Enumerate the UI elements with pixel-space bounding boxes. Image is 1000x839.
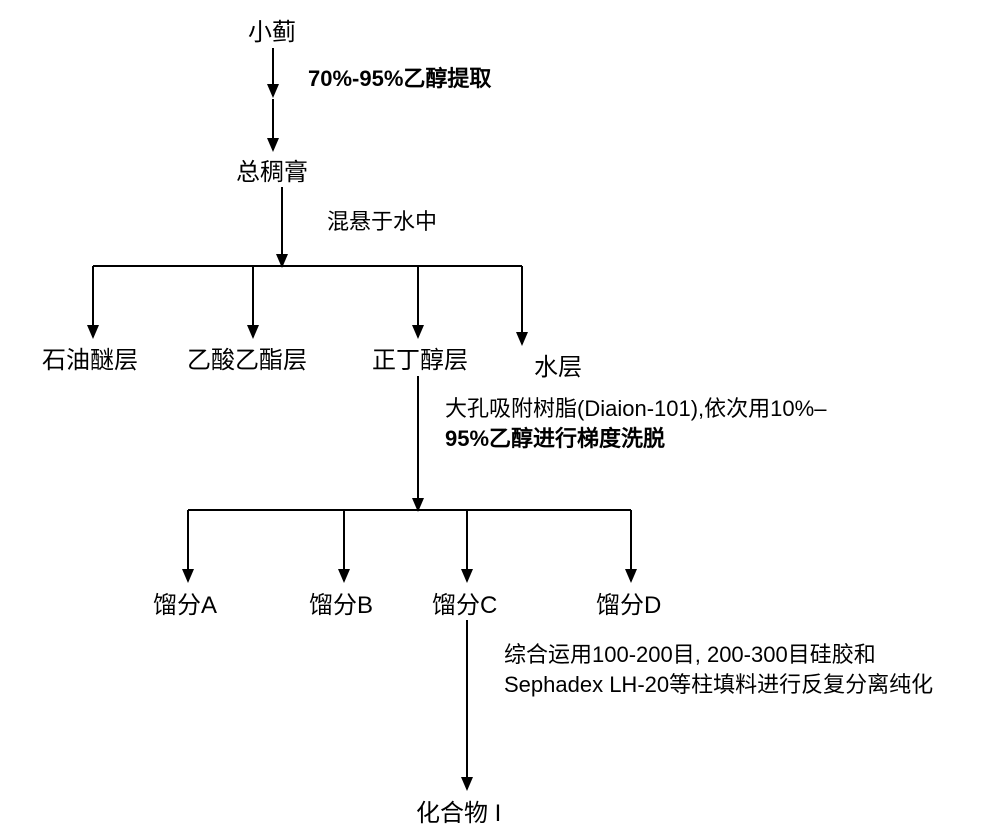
flowchart-canvas: 小蓟 总稠膏 石油醚层 乙酸乙酯层 正丁醇层 水层 馏分A 馏分B 馏分C 馏分… — [0, 0, 1000, 839]
node-petroleum-ether: 石油醚层 — [42, 345, 138, 377]
node-start: 小蓟 — [248, 17, 296, 49]
label-resin-line1: 大孔吸附树脂(Diaion-101),依次用10%– — [445, 394, 965, 424]
node-paste: 总稠膏 — [236, 157, 308, 189]
node-n-butanol: 正丁醇层 — [372, 345, 468, 377]
node-fraction-c: 馏分C — [432, 590, 497, 622]
node-fraction-a: 馏分A — [153, 590, 217, 622]
label-purify-line1: 综合运用100-200目, 200-300目硅胶和 — [504, 640, 984, 670]
label-ethanol-extract: 70%-95%乙醇提取 — [308, 64, 708, 94]
node-water-layer: 水层 — [534, 352, 582, 384]
node-fraction-d: 馏分D — [596, 590, 661, 622]
label-purify-line2: Sephadex LH-20等柱填料进行反复分离纯化 — [504, 670, 994, 700]
node-ethyl-acetate: 乙酸乙酯层 — [187, 345, 307, 377]
label-resin-line2: 95%乙醇进行梯度洗脱 — [445, 424, 965, 454]
label-suspend-water: 混悬于水中 — [327, 207, 627, 237]
node-fraction-b: 馏分B — [309, 590, 373, 622]
node-compound-i: 化合物 I — [416, 798, 501, 830]
